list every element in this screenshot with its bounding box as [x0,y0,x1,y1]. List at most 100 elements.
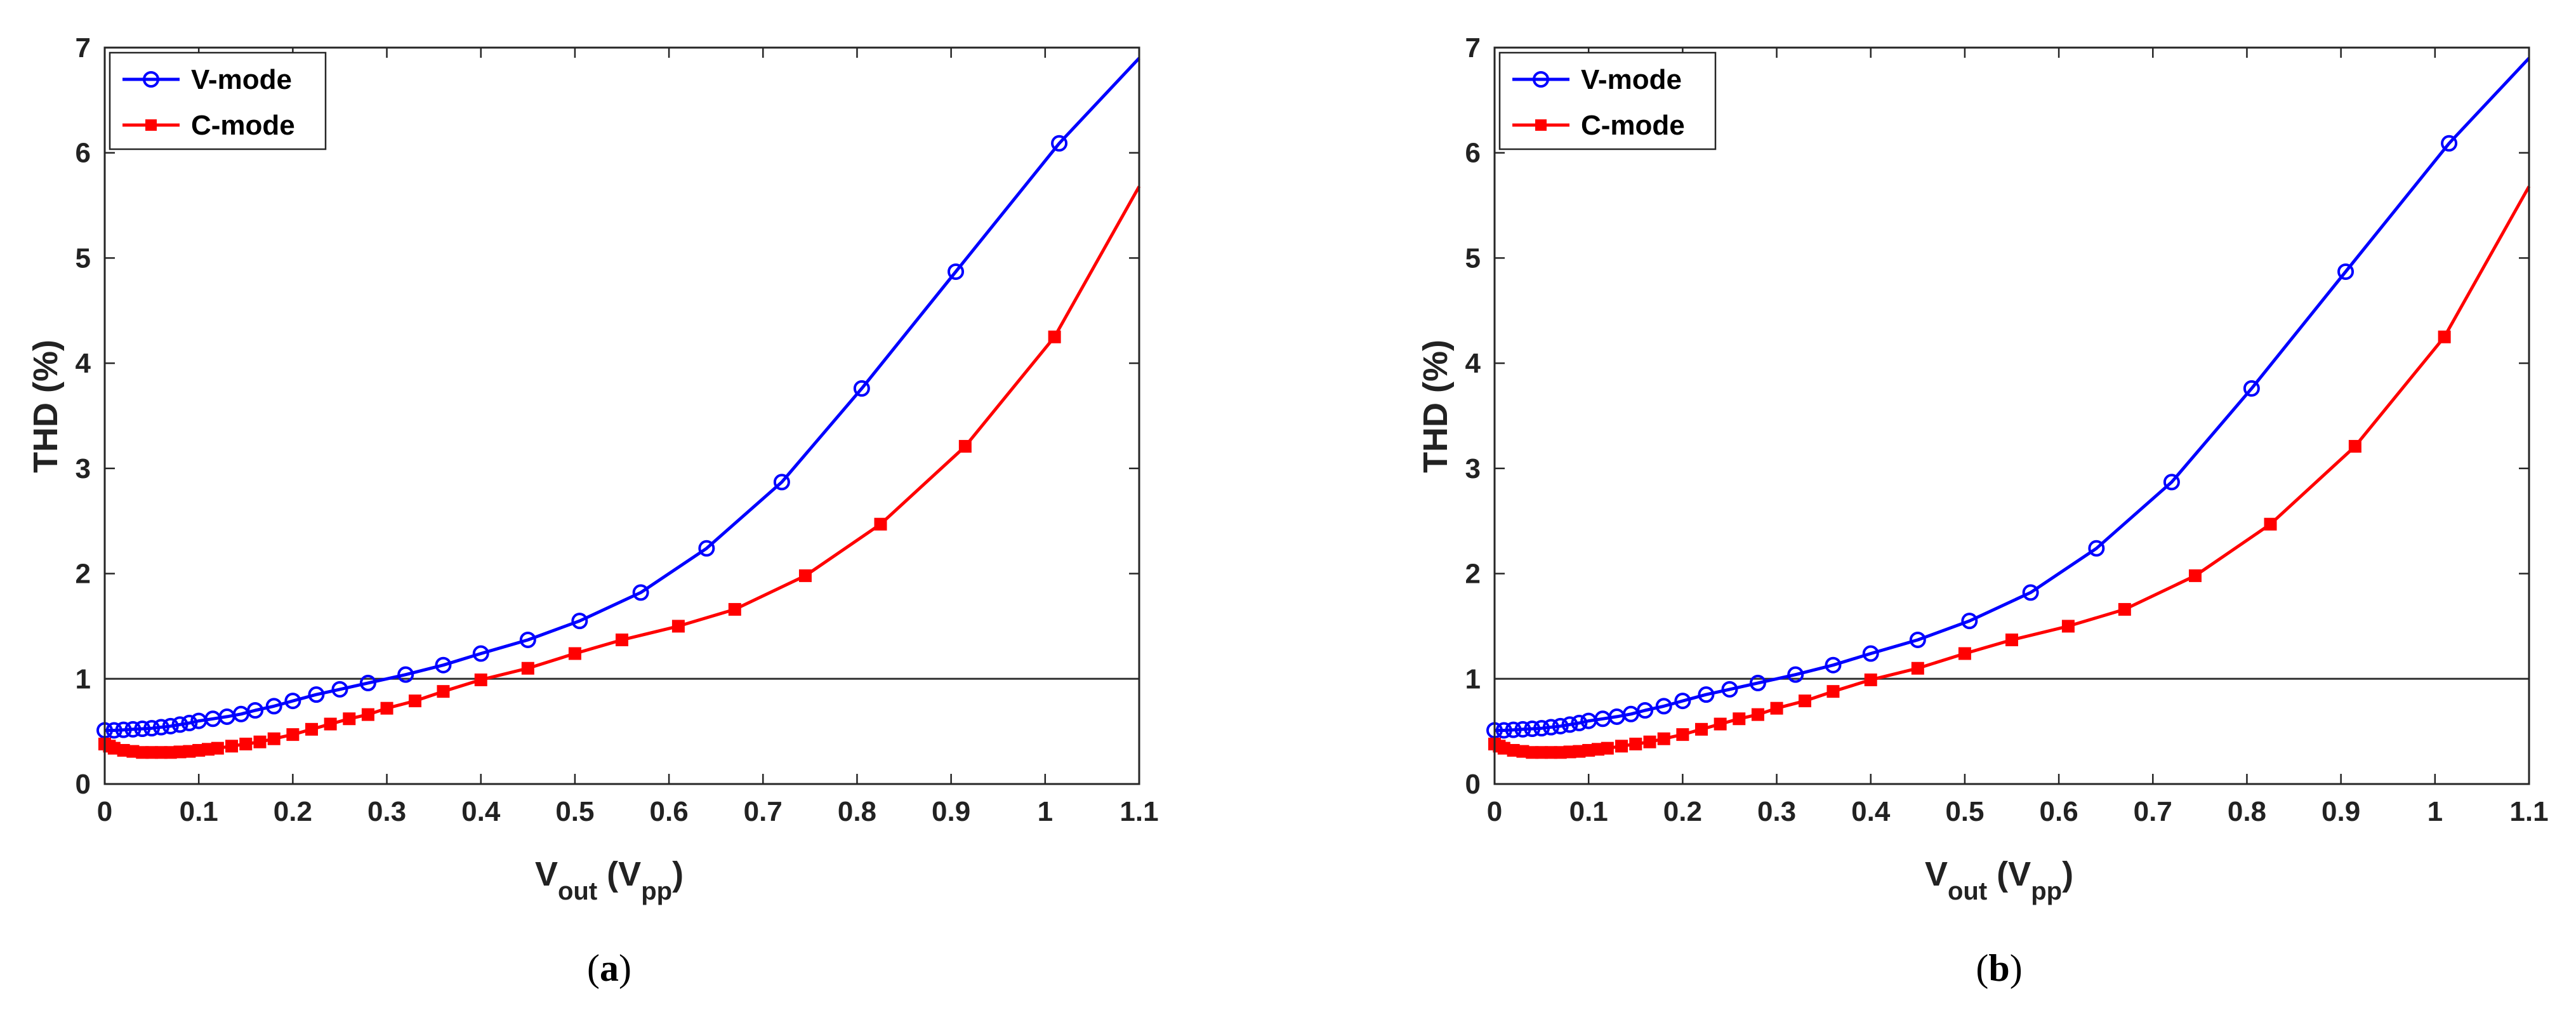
data-point-v-mode [1674,693,1691,710]
data-point-c-mode [2188,569,2202,582]
data-point-v-mode [472,645,489,662]
y-tick-label: 3 [76,453,91,484]
x-tick-label: 0.8 [2228,796,2266,827]
data-point-v-mode [2243,380,2260,397]
y-axis-title: THD (%) [1417,340,1455,473]
caption-close-paren: ) [2010,947,2023,989]
x-tick-label: 0 [1487,796,1502,827]
data-point-v-mode [397,666,414,683]
y-tick-label: 7 [76,32,91,63]
x-tick-label: 1.1 [1120,796,1158,827]
data-point-v-mode [1495,722,1512,739]
legend-box [109,51,327,150]
data-point-v-mode [632,584,649,601]
data-point-c-mode [324,717,337,731]
data-point-v-mode [435,656,452,674]
data-point-v-mode [1533,720,1550,737]
x-tick-label: 0.8 [838,796,876,827]
y-tick-label: 4 [76,348,91,379]
data-point-v-mode [124,721,142,738]
data-point-v-mode [853,380,870,397]
caption-letter: a [600,947,619,989]
caption-open-paren: ( [587,947,600,989]
data-point-c-mode [1733,712,1746,726]
data-point-c-mode [1601,741,1614,755]
data-point-c-mode [2061,620,2075,633]
legend-label-c-mode: C-mode [191,110,295,141]
plot-area [1495,48,2529,784]
axes-box [103,46,1140,785]
y-tick-label: 3 [1465,453,1481,484]
data-point-v-mode [1561,716,1578,733]
data-point-c-mode [1695,722,1708,736]
x-tick-label: 0.3 [367,796,406,827]
y-tick-label: 0 [76,769,91,800]
data-point-v-mode [181,714,198,731]
data-point-c-mode [1048,330,1061,343]
x-axis-title-close: ) [672,855,684,893]
x-tick-label: 0.3 [1757,796,1796,827]
data-point-v-mode [1961,613,1978,630]
legend-marker-c-mode [145,119,157,131]
data-point-c-mode [239,738,253,751]
data-point-v-mode [519,631,536,648]
data-point-c-mode [474,673,487,686]
legend-box [1498,51,1717,150]
data-point-c-mode [305,722,318,736]
data-point-v-mode [284,693,301,710]
data-point-c-mode [253,735,267,748]
legend-label-c-mode: C-mode [1581,110,1685,141]
x-tick-label: 0.5 [555,796,594,827]
data-point-c-mode [343,712,356,726]
data-point-v-mode [948,263,965,280]
data-point-c-mode [1615,740,1628,753]
data-point-c-mode [1643,735,1656,748]
panel-caption: (b) [1976,947,2022,989]
legend-label-v-mode: V-mode [191,64,292,95]
data-point-v-mode [1909,631,1926,648]
data-point-c-mode [798,569,812,582]
data-point-v-mode [265,698,282,715]
x-tick-label: 0.6 [2040,796,2078,827]
chart-panel-b: THD (%) Vout (Vpp) (b) 0 0.1 0.2 0.3 0.4 0.5 0… [1417,32,2549,989]
data-point-v-mode [143,720,161,737]
x-tick-label: 0 [97,796,112,827]
data-point-v-mode [359,674,376,691]
plot-area [105,48,1139,784]
data-point-c-mode [1799,694,1811,708]
data-point-c-mode [1958,647,1971,660]
data-point-v-mode [1514,721,1531,738]
data-point-v-mode [115,721,132,738]
data-point-c-mode [1826,685,1840,698]
data-point-v-mode [1637,702,1654,719]
data-point-c-mode [1911,661,1924,675]
data-point-c-mode [409,694,421,708]
axes-box [1493,46,2530,785]
data-point-c-mode [1770,701,1783,715]
data-point-v-mode [1051,135,1068,152]
data-point-c-mode [874,517,887,531]
x-axis-title: Vout (Vpp) [535,855,684,905]
x-tick-label: 0.1 [1569,796,1608,827]
data-point-c-mode [2348,440,2361,453]
data-point-v-mode [2022,584,2039,601]
data-point-c-mode [1751,708,1764,721]
x-tick-label: 0.7 [744,796,783,827]
data-point-v-mode [331,681,348,698]
data-point-c-mode [1629,738,1642,751]
data-point-v-mode [773,474,790,491]
x-axis-title-v: V [535,855,558,893]
data-point-v-mode [571,613,588,630]
data-point-v-mode [2441,135,2458,152]
data-point-v-mode [171,716,188,733]
data-point-v-mode [1505,721,1522,738]
data-point-v-mode [2163,474,2180,491]
chart-panel-a: THD (%) Vout (Vpp) (a) 0 0.1 0.2 0.3 0.4 0.5 0… [27,32,1159,989]
caption-open-paren: ( [1976,947,1988,989]
data-point-c-mode [2118,602,2131,616]
x-axis-title: Vout (Vpp) [1925,855,2073,905]
data-point-v-mode [1698,686,1715,703]
data-point-c-mode [286,728,300,741]
data-point-v-mode [1862,645,1879,662]
data-point-v-mode [1825,656,1842,674]
